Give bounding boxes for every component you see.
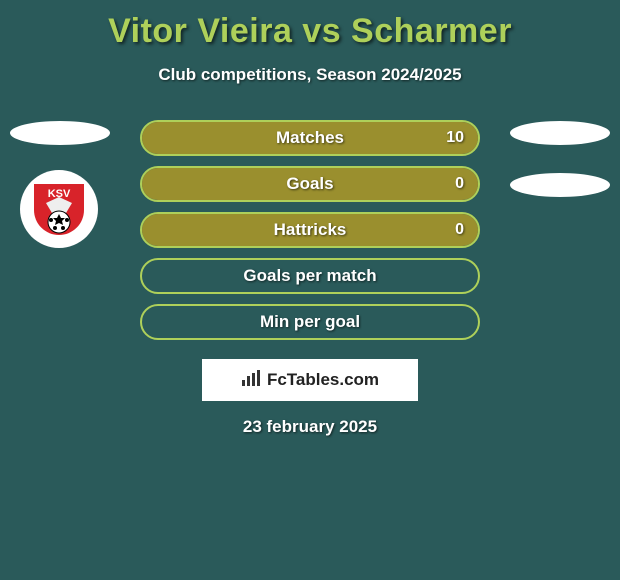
- stat-bar: Matches 10: [140, 120, 480, 156]
- stat-label: Min per goal: [260, 312, 360, 332]
- stat-row: Goals 0: [0, 161, 620, 207]
- comparison-rows: KSV Matches10Goals0Hattricks0Goals per m…: [0, 115, 620, 345]
- stat-row: Goals per match: [0, 253, 620, 299]
- brand-label: FcTables.com: [267, 370, 379, 390]
- stat-bar: Min per goal: [140, 304, 480, 340]
- brand-box[interactable]: FcTables.com: [202, 359, 418, 401]
- stat-label: Goals per match: [243, 266, 376, 286]
- stat-bar: Goals 0: [140, 166, 480, 202]
- brand-chart-icon: [241, 370, 261, 391]
- page-subtitle: Club competitions, Season 2024/2025: [0, 65, 620, 85]
- stat-label: Matches: [276, 128, 344, 148]
- stat-value: 10: [446, 129, 464, 147]
- stat-row: Min per goal: [0, 299, 620, 345]
- stat-row: Hattricks 0: [0, 207, 620, 253]
- stat-value: 0: [455, 175, 464, 193]
- stat-row: Matches 10: [0, 115, 620, 161]
- stat-bar: Hattricks 0: [140, 212, 480, 248]
- stat-label: Hattricks: [274, 220, 347, 240]
- page-title: Vitor Vieira vs Scharmer: [0, 0, 620, 51]
- stat-value: 0: [455, 221, 464, 239]
- stat-bar: Goals per match: [140, 258, 480, 294]
- stat-label: Goals: [286, 174, 333, 194]
- date-label: 23 february 2025: [0, 417, 620, 437]
